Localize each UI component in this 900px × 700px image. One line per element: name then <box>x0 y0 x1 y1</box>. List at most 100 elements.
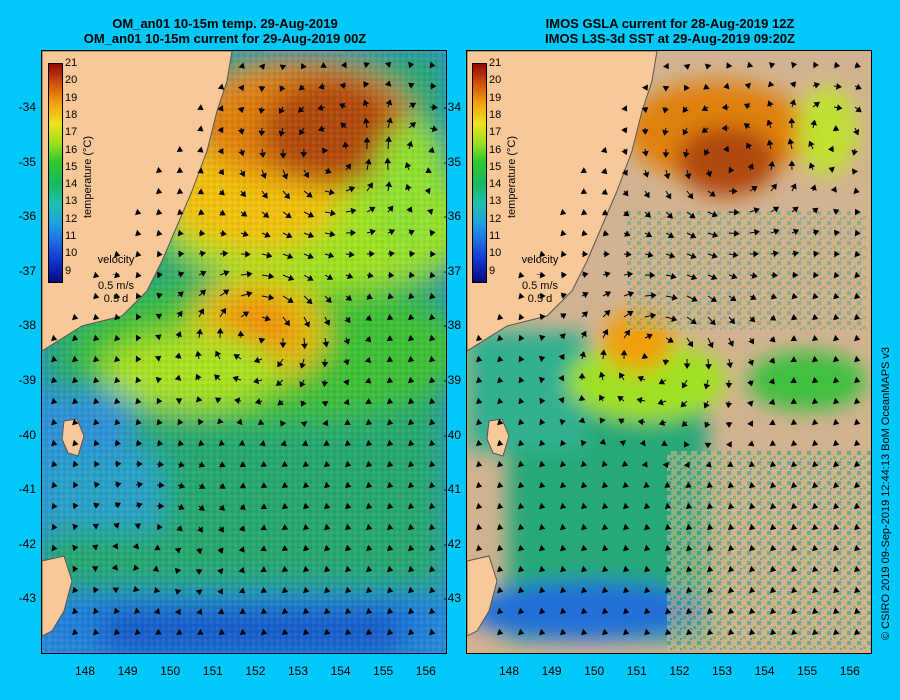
current-arrowhead <box>346 272 354 280</box>
current-arrowhead <box>602 607 609 615</box>
current-arrowhead <box>855 83 862 90</box>
current-arrowhead <box>114 271 121 279</box>
current-arrowhead <box>623 586 630 594</box>
current-arrowhead <box>239 525 246 532</box>
current-arrowhead <box>260 172 267 179</box>
colorbar-tick-label: 17 <box>65 126 78 139</box>
current-arrowhead <box>302 502 310 510</box>
current-arrowhead <box>812 628 819 636</box>
current-arrowhead <box>428 418 436 426</box>
current-arrowhead <box>93 502 100 509</box>
current-arrowhead <box>133 586 140 593</box>
current-arrowhead <box>670 272 677 280</box>
longitude-label: 156 <box>415 664 436 678</box>
current-arrowhead <box>322 341 330 348</box>
current-arrowhead <box>350 229 357 237</box>
right-velocity-legend: velocity → 0.5 m/s 0.5 d <box>510 254 570 306</box>
colorbar-tick-label: 15 <box>65 160 78 173</box>
current-arrowhead <box>689 232 697 239</box>
current-arrowhead <box>560 313 567 320</box>
current-arrowhead <box>429 586 436 594</box>
current-arrowhead <box>51 460 58 468</box>
current-arrowhead <box>625 250 632 258</box>
current-arrowhead <box>223 270 230 277</box>
current-arrowhead <box>93 397 100 405</box>
current-arrowhead <box>199 229 206 237</box>
current-arrowhead <box>278 130 286 137</box>
current-arrowhead <box>72 523 79 531</box>
current-arrowhead <box>811 418 819 426</box>
current-arrowhead <box>691 295 698 302</box>
current-arrowhead <box>234 397 241 405</box>
current-arrowhead <box>318 125 325 132</box>
current-arrowhead <box>580 330 587 338</box>
current-arrowhead <box>239 503 246 510</box>
current-arrowhead <box>178 503 185 510</box>
longitude-label: 152 <box>245 664 266 678</box>
current-arrowhead <box>155 166 163 174</box>
current-arrowhead <box>258 108 266 115</box>
current-arrowhead <box>560 250 567 258</box>
current-arrowhead <box>580 439 587 447</box>
current-arrowhead <box>154 355 162 362</box>
current-arrowhead <box>345 607 352 615</box>
current-arrowhead <box>157 271 163 279</box>
current-arrowhead <box>497 565 504 573</box>
current-arrowhead <box>723 145 729 153</box>
current-arrowhead <box>363 62 370 69</box>
longitude-label: 150 <box>584 664 605 678</box>
current-arrowhead <box>323 607 331 615</box>
current-arrowhead <box>788 160 796 166</box>
current-arrowhead <box>812 565 819 573</box>
current-arrowhead <box>622 481 629 489</box>
left-current-vectors <box>51 61 438 636</box>
latitude-label: -38 <box>443 318 461 333</box>
current-arrowhead <box>539 607 546 615</box>
current-arrowhead <box>217 147 224 155</box>
current-arrowhead <box>238 62 245 69</box>
current-arrowhead <box>681 382 688 389</box>
current-arrowhead <box>690 252 697 259</box>
current-arrowhead <box>600 146 608 154</box>
current-arrowhead <box>217 105 224 112</box>
current-arrowhead <box>408 460 415 468</box>
current-arrowhead <box>277 360 284 368</box>
velocity-time: 0.5 d <box>103 293 129 305</box>
current-arrowhead <box>560 229 567 237</box>
current-arrowhead <box>240 210 248 217</box>
current-arrowhead <box>833 481 840 489</box>
current-arrowhead <box>707 565 714 573</box>
current-arrowhead <box>195 589 203 596</box>
current-arrowhead <box>518 523 525 531</box>
current-arrowhead <box>155 334 162 341</box>
current-arrowhead <box>216 568 224 575</box>
current-arrowhead <box>404 162 412 169</box>
current-arrowhead <box>51 334 58 342</box>
current-arrowhead <box>667 336 674 343</box>
current-arrowhead <box>343 379 350 386</box>
current-arrowhead <box>429 61 436 69</box>
current-arrowhead <box>301 440 309 446</box>
current-arrowhead <box>810 184 817 191</box>
current-arrowhead <box>686 607 693 615</box>
left-title-line1: OM_an01 10-15m temp. 29-Aug-2019 <box>112 16 338 31</box>
current-arrowhead <box>363 136 371 143</box>
current-arrowhead <box>619 440 626 447</box>
current-arrowhead <box>727 523 735 531</box>
current-arrowhead <box>539 439 546 447</box>
current-arrowhead <box>833 523 840 531</box>
current-arrowhead <box>644 211 651 218</box>
current-arrowhead <box>851 168 859 175</box>
current-arrowhead <box>733 230 740 237</box>
current-arrowhead <box>561 271 567 279</box>
current-arrowhead <box>813 250 820 258</box>
current-arrowhead <box>155 628 162 635</box>
current-arrowhead <box>637 375 644 383</box>
current-arrowhead <box>280 440 287 447</box>
current-arrowhead <box>266 251 273 259</box>
current-arrowhead <box>323 586 331 594</box>
current-arrowhead <box>279 342 287 349</box>
current-arrowhead <box>429 544 436 552</box>
current-arrowhead <box>260 524 267 531</box>
current-arrowhead <box>790 377 797 384</box>
